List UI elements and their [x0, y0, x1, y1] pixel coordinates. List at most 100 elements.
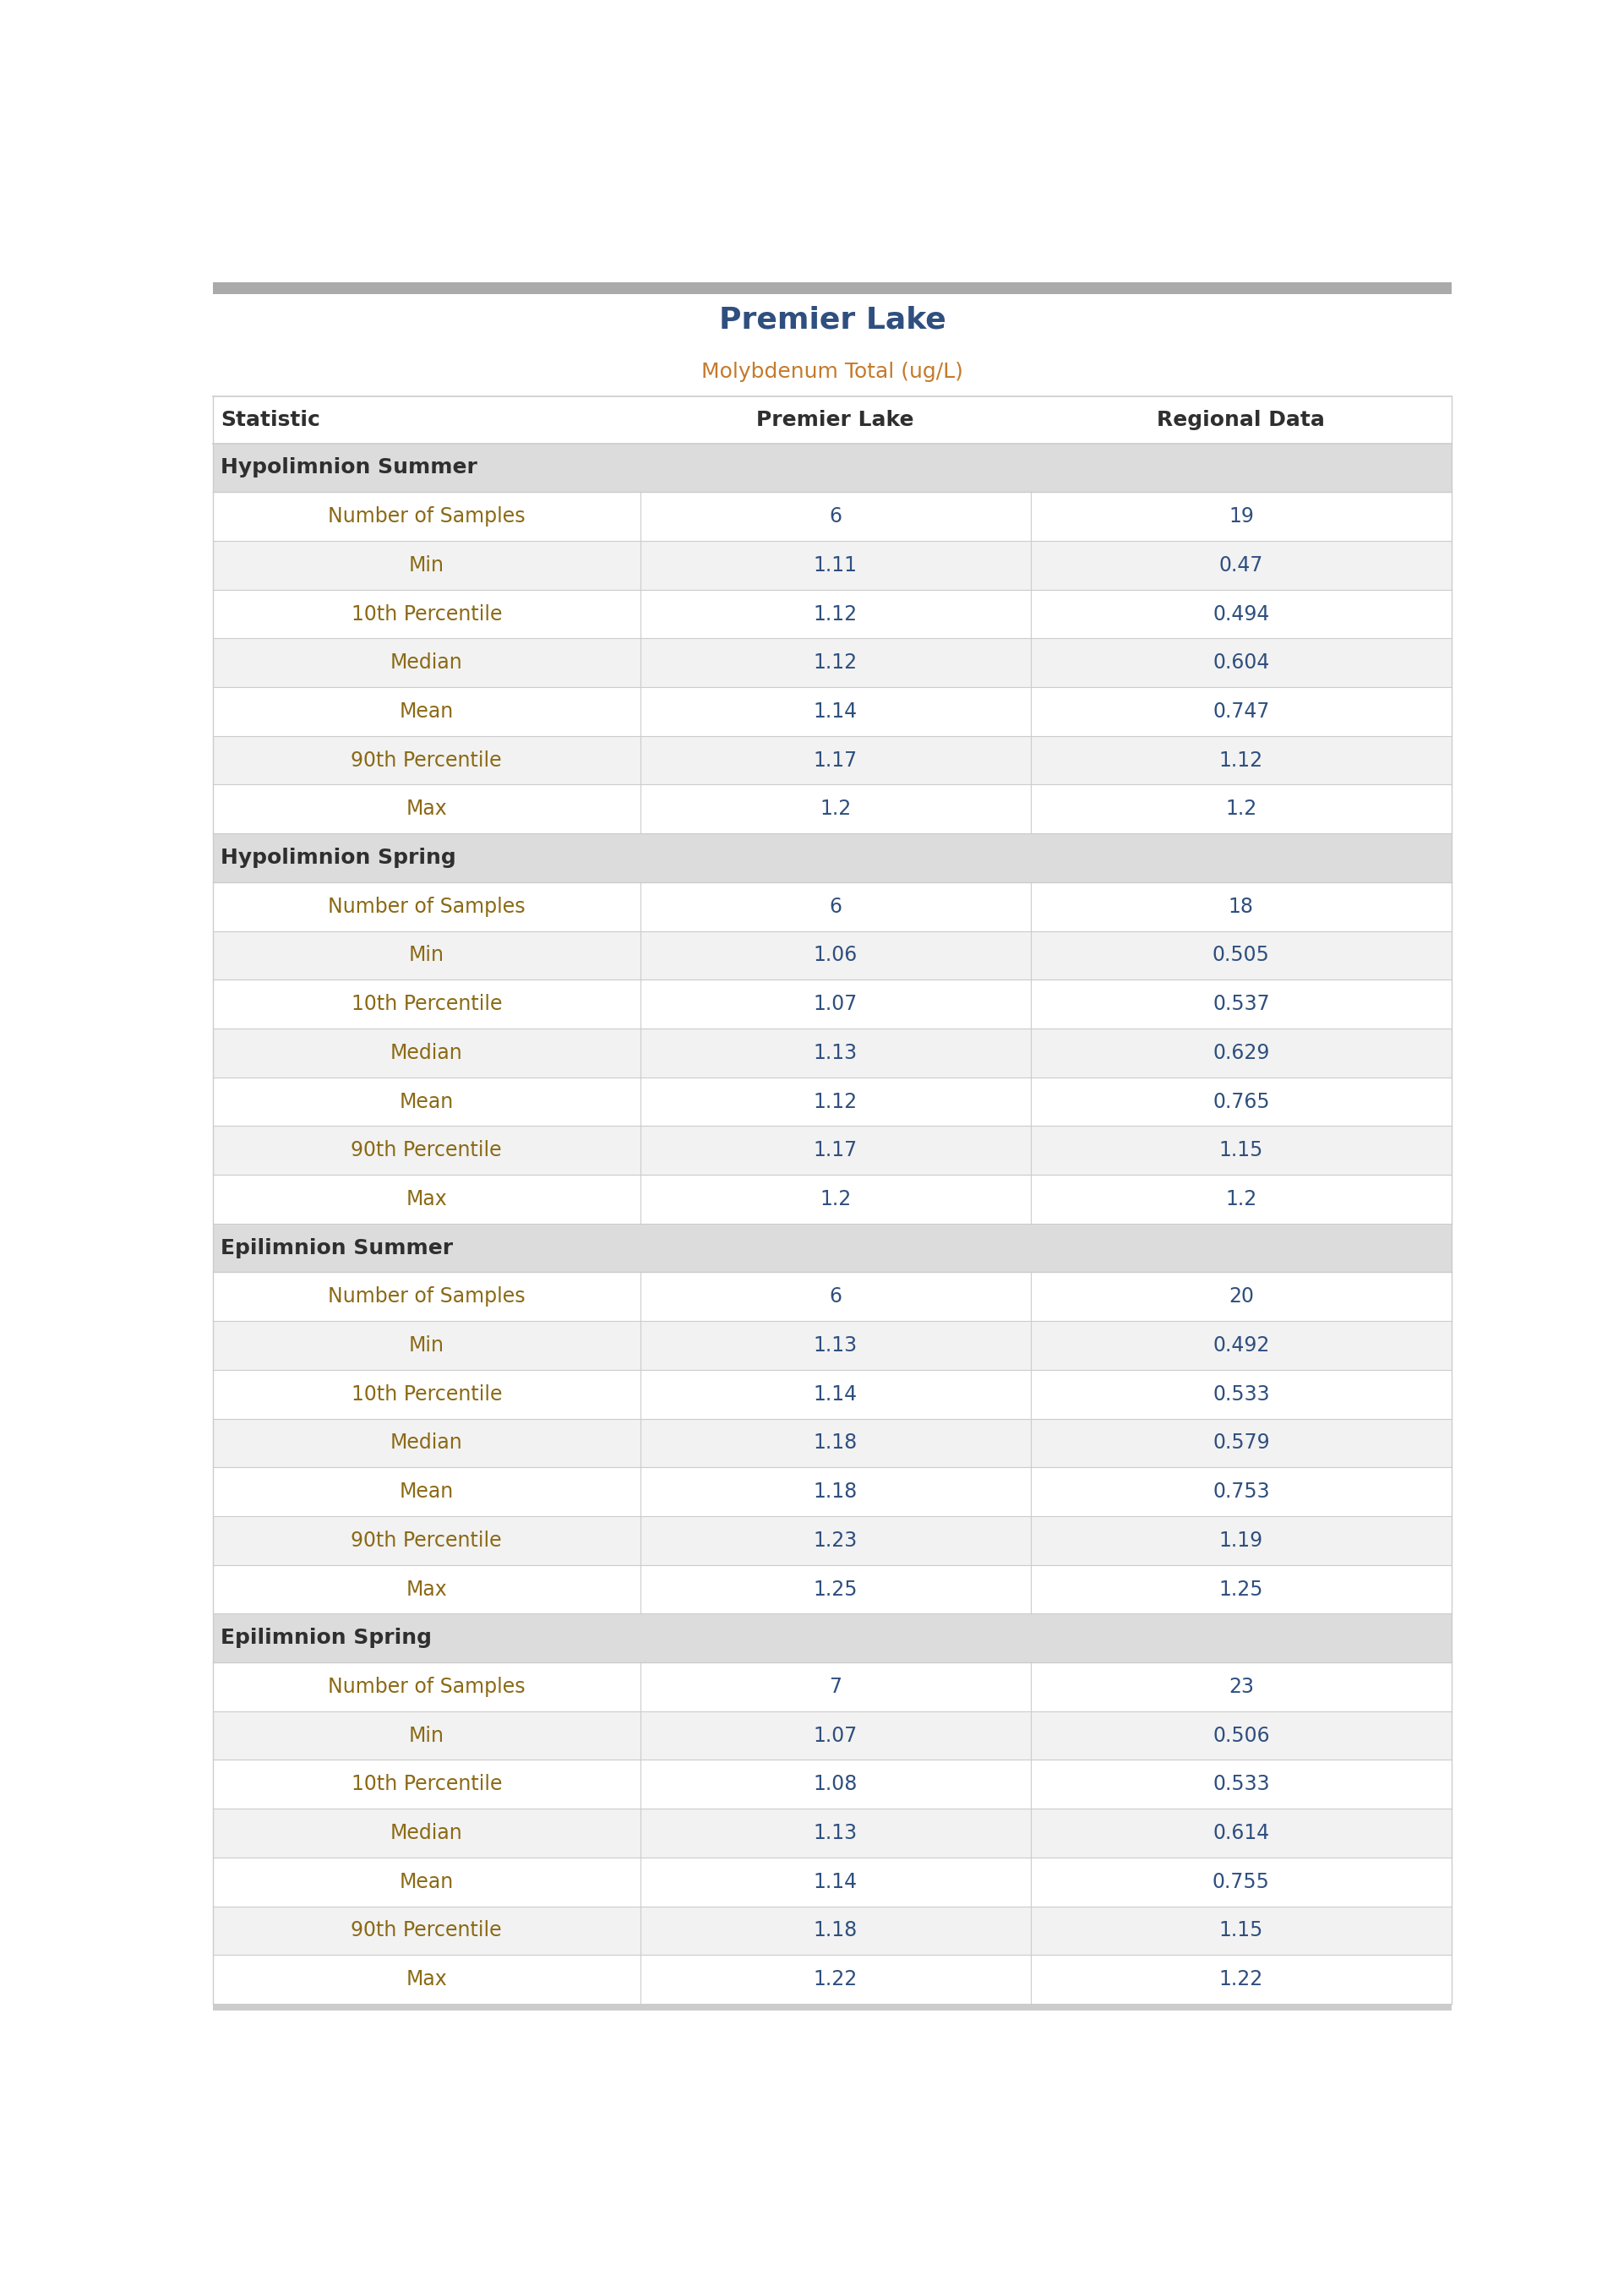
Text: 20: 20	[1228, 1287, 1254, 1308]
Text: Hypolimnion Summer: Hypolimnion Summer	[221, 459, 477, 479]
Text: 0.492: 0.492	[1213, 1335, 1270, 1355]
Text: 7: 7	[830, 1678, 841, 1698]
Text: Median: Median	[390, 654, 463, 672]
Bar	[213, 590, 1452, 638]
Text: Mean: Mean	[400, 1482, 453, 1503]
Text: 1.17: 1.17	[814, 1140, 857, 1160]
Text: 1.06: 1.06	[814, 944, 857, 965]
Text: 0.533: 0.533	[1213, 1385, 1270, 1405]
Text: 1.2: 1.2	[1226, 799, 1257, 819]
Bar	[213, 1176, 1452, 1224]
Bar	[213, 443, 1452, 493]
Text: 0.47: 0.47	[1220, 556, 1263, 574]
Text: 1.15: 1.15	[1220, 1920, 1263, 1941]
Text: 90th Percentile: 90th Percentile	[351, 749, 502, 770]
Text: Median: Median	[390, 1432, 463, 1453]
Text: 1.12: 1.12	[814, 654, 857, 672]
Text: Mean: Mean	[400, 1092, 453, 1112]
Text: 19: 19	[1228, 506, 1254, 527]
Text: Number of Samples: Number of Samples	[328, 1678, 525, 1698]
Bar	[213, 1564, 1452, 1614]
Text: 1.18: 1.18	[814, 1920, 857, 1941]
Bar	[213, 1419, 1452, 1466]
Text: 6: 6	[830, 1287, 841, 1308]
Text: 1.23: 1.23	[814, 1530, 857, 1550]
Text: 1.12: 1.12	[814, 1092, 857, 1112]
Text: 0.506: 0.506	[1213, 1725, 1270, 1746]
Text: 1.13: 1.13	[814, 1823, 857, 1843]
Text: Min: Min	[409, 556, 445, 574]
Text: 90th Percentile: 90th Percentile	[351, 1140, 502, 1160]
Text: 1.15: 1.15	[1220, 1140, 1263, 1160]
Text: 23: 23	[1228, 1678, 1254, 1698]
Bar	[213, 1224, 1452, 1271]
Text: 1.07: 1.07	[814, 1725, 857, 1746]
Text: 1.18: 1.18	[814, 1432, 857, 1453]
Text: 1.11: 1.11	[814, 556, 857, 574]
Bar	[213, 493, 1452, 540]
Bar	[213, 1369, 1452, 1419]
Text: 10th Percentile: 10th Percentile	[351, 994, 502, 1015]
Text: 1.13: 1.13	[814, 1335, 857, 1355]
Bar	[213, 1126, 1452, 1176]
Text: 1.2: 1.2	[1226, 1189, 1257, 1210]
Bar	[213, 1857, 1452, 1907]
Text: Premier Lake: Premier Lake	[757, 409, 914, 429]
Bar	[213, 638, 1452, 688]
Text: Number of Samples: Number of Samples	[328, 506, 525, 527]
Text: 6: 6	[830, 506, 841, 527]
Text: 1.14: 1.14	[814, 1385, 857, 1405]
Text: 0.537: 0.537	[1213, 994, 1270, 1015]
Bar	[213, 1614, 1452, 1662]
Text: Min: Min	[409, 944, 445, 965]
Bar	[213, 931, 1452, 981]
Bar	[213, 2004, 1452, 2011]
Text: Max: Max	[406, 1189, 447, 1210]
Text: Max: Max	[406, 1970, 447, 1989]
Bar	[213, 540, 1452, 590]
Text: Min: Min	[409, 1335, 445, 1355]
Text: 0.629: 0.629	[1213, 1042, 1270, 1062]
Text: 0.579: 0.579	[1213, 1432, 1270, 1453]
Text: 1.22: 1.22	[1220, 1970, 1263, 1989]
Text: 1.12: 1.12	[1220, 749, 1263, 770]
Text: 0.747: 0.747	[1213, 701, 1270, 722]
Bar	[213, 1321, 1452, 1369]
Text: 1.14: 1.14	[814, 1873, 857, 1891]
Text: 1.22: 1.22	[814, 1970, 857, 1989]
Bar	[213, 1078, 1452, 1126]
Bar	[213, 1907, 1452, 1954]
Text: 6: 6	[830, 897, 841, 917]
Text: 0.505: 0.505	[1213, 944, 1270, 965]
Bar	[213, 883, 1452, 931]
Text: Statistic: Statistic	[221, 409, 320, 429]
Text: 1.25: 1.25	[814, 1580, 857, 1600]
Text: 0.753: 0.753	[1213, 1482, 1270, 1503]
Text: 1.14: 1.14	[814, 701, 857, 722]
Text: Median: Median	[390, 1823, 463, 1843]
Text: 1.07: 1.07	[814, 994, 857, 1015]
Bar	[213, 833, 1452, 883]
Text: 1.2: 1.2	[820, 799, 851, 819]
Text: Median: Median	[390, 1042, 463, 1062]
Text: Mean: Mean	[400, 701, 453, 722]
Text: Epilimnion Spring: Epilimnion Spring	[221, 1628, 432, 1648]
Text: Mean: Mean	[400, 1873, 453, 1891]
Text: 0.755: 0.755	[1213, 1873, 1270, 1891]
Text: 10th Percentile: 10th Percentile	[351, 1775, 502, 1796]
Text: 90th Percentile: 90th Percentile	[351, 1530, 502, 1550]
Text: Max: Max	[406, 799, 447, 819]
Text: 18: 18	[1228, 897, 1254, 917]
Bar	[213, 688, 1452, 735]
Text: 10th Percentile: 10th Percentile	[351, 604, 502, 624]
Bar	[213, 1954, 1452, 2004]
Text: Epilimnion Summer: Epilimnion Summer	[221, 1237, 453, 1258]
Text: Min: Min	[409, 1725, 445, 1746]
Text: 0.765: 0.765	[1213, 1092, 1270, 1112]
Text: Regional Data: Regional Data	[1158, 409, 1325, 429]
Text: Hypolimnion Spring: Hypolimnion Spring	[221, 847, 456, 867]
Text: 0.604: 0.604	[1213, 654, 1270, 672]
Bar	[213, 981, 1452, 1028]
Text: 1.18: 1.18	[814, 1482, 857, 1503]
Text: 10th Percentile: 10th Percentile	[351, 1385, 502, 1405]
